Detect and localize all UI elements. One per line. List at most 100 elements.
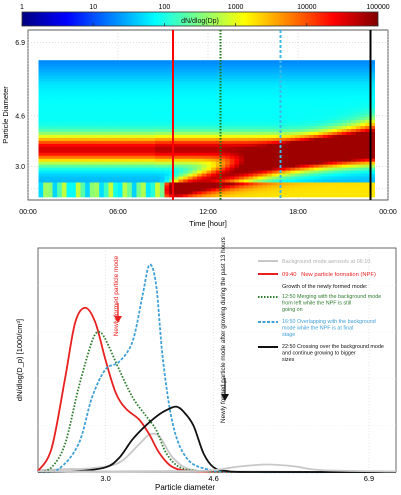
heatmap-cell (323, 69, 329, 73)
heatmap-cell (229, 78, 235, 82)
heatmap-cell (187, 95, 193, 100)
heatmap-cell (150, 170, 156, 174)
heatmap-cell (239, 146, 245, 150)
heatmap-cell (80, 187, 86, 192)
heatmap-cell (225, 125, 231, 130)
heatmap-cell (94, 98, 100, 103)
heatmap-cell (290, 116, 296, 121)
heatmap-cell (346, 107, 352, 112)
heatmap-cell (365, 176, 371, 180)
heatmap-cell (192, 72, 198, 76)
heatmap-cell (71, 92, 77, 97)
heatmap-cell (365, 66, 371, 70)
heatmap-cell (234, 187, 240, 192)
heatmap-cell (323, 78, 329, 82)
heatmap-cell (192, 193, 198, 198)
heatmap-cell (346, 125, 352, 130)
heatmap-cell (99, 193, 105, 198)
heatmap-cell (145, 179, 151, 183)
heatmap-cell (47, 98, 53, 103)
heatmap-cell (351, 116, 357, 121)
heatmap-cell (341, 72, 347, 76)
heatmap-cell (178, 179, 184, 183)
heatmap-cell (304, 116, 310, 121)
heatmap-cell (43, 176, 49, 180)
heatmap-cell (211, 66, 217, 70)
heatmap-cell (215, 193, 221, 198)
heatmap-cell (290, 176, 296, 180)
heatmap-cell (173, 92, 179, 97)
heatmap-cell (341, 193, 347, 198)
heatmap-cell (52, 98, 58, 103)
heatmap-cell (332, 173, 338, 177)
heatmap-cell (131, 164, 137, 168)
heatmap-cell (127, 119, 133, 124)
heatmap-cell (150, 110, 156, 115)
heatmap-cell (285, 167, 291, 171)
heatmap-cell (103, 80, 109, 85)
heatmap-cell (341, 176, 347, 180)
heatmap-cell (108, 119, 114, 124)
heatmap-cell (103, 161, 109, 165)
heatmap-cell (253, 187, 259, 192)
heatmap-cell (360, 190, 366, 195)
heatmap-cell (150, 164, 156, 168)
heatmap-cell (75, 69, 81, 73)
heatmap-cell (229, 119, 235, 124)
heatmap-cell (267, 190, 273, 195)
heatmap-cell (173, 104, 179, 109)
heatmap-cell (47, 72, 53, 76)
heatmap-cell (52, 107, 58, 112)
heatmap-cell (304, 143, 310, 147)
heatmap-cell (122, 164, 128, 168)
heatmap-cell (122, 60, 128, 64)
heatmap-cell (201, 167, 207, 171)
heatmap-cell (66, 146, 72, 150)
heatmap-cell (150, 152, 156, 156)
heatmap-cell (66, 152, 72, 156)
heatmap-cell (71, 107, 77, 112)
heatmap-cell (295, 78, 301, 82)
heatmap-cell (103, 184, 109, 189)
heatmap-cell (239, 119, 245, 124)
heatmap-cell (285, 187, 291, 192)
heatmap-cell (150, 80, 156, 85)
heatmap-cell (337, 98, 343, 103)
heatmap-cell (281, 176, 287, 180)
heatmap-cell (234, 110, 240, 115)
heatmap-cell (155, 89, 161, 94)
heatmap-cell (89, 113, 95, 118)
heatmap-cell (61, 179, 67, 183)
line-x-tick-label: 6.9 (364, 474, 374, 483)
heatmap-cell (295, 66, 301, 70)
heatmap-cell (327, 80, 333, 85)
heatmap-cell (365, 149, 371, 153)
heatmap-cell (159, 75, 165, 79)
heatmap-cell (313, 78, 319, 82)
heatmap-cell (290, 137, 296, 141)
heatmap-cell (113, 125, 119, 130)
heatmap-cell (136, 152, 142, 156)
heatmap-cell (150, 98, 156, 103)
heatmap-cell (337, 173, 343, 177)
heatmap-cell (38, 92, 44, 97)
heatmap-cell (136, 161, 142, 165)
heatmap-cell (164, 80, 170, 85)
heatmap-cell (229, 107, 235, 112)
heatmap-cell (211, 170, 217, 174)
heatmap-cell (89, 86, 95, 91)
heatmap-cell (281, 86, 287, 91)
heatmap-cell (248, 158, 254, 162)
heatmap-cell (262, 125, 268, 130)
heatmap-cell (159, 158, 165, 162)
heatmap-cell (103, 89, 109, 94)
heatmap-cell (38, 72, 44, 76)
heatmap-cell (187, 170, 193, 174)
heatmap-cell (323, 140, 329, 144)
heatmap-cell (61, 187, 67, 192)
heatmap-cell (169, 98, 175, 103)
heatmap-cell (47, 149, 53, 153)
heatmap-cell (47, 143, 53, 147)
heatmap-cell (187, 167, 193, 171)
heatmap-cell (131, 170, 137, 174)
